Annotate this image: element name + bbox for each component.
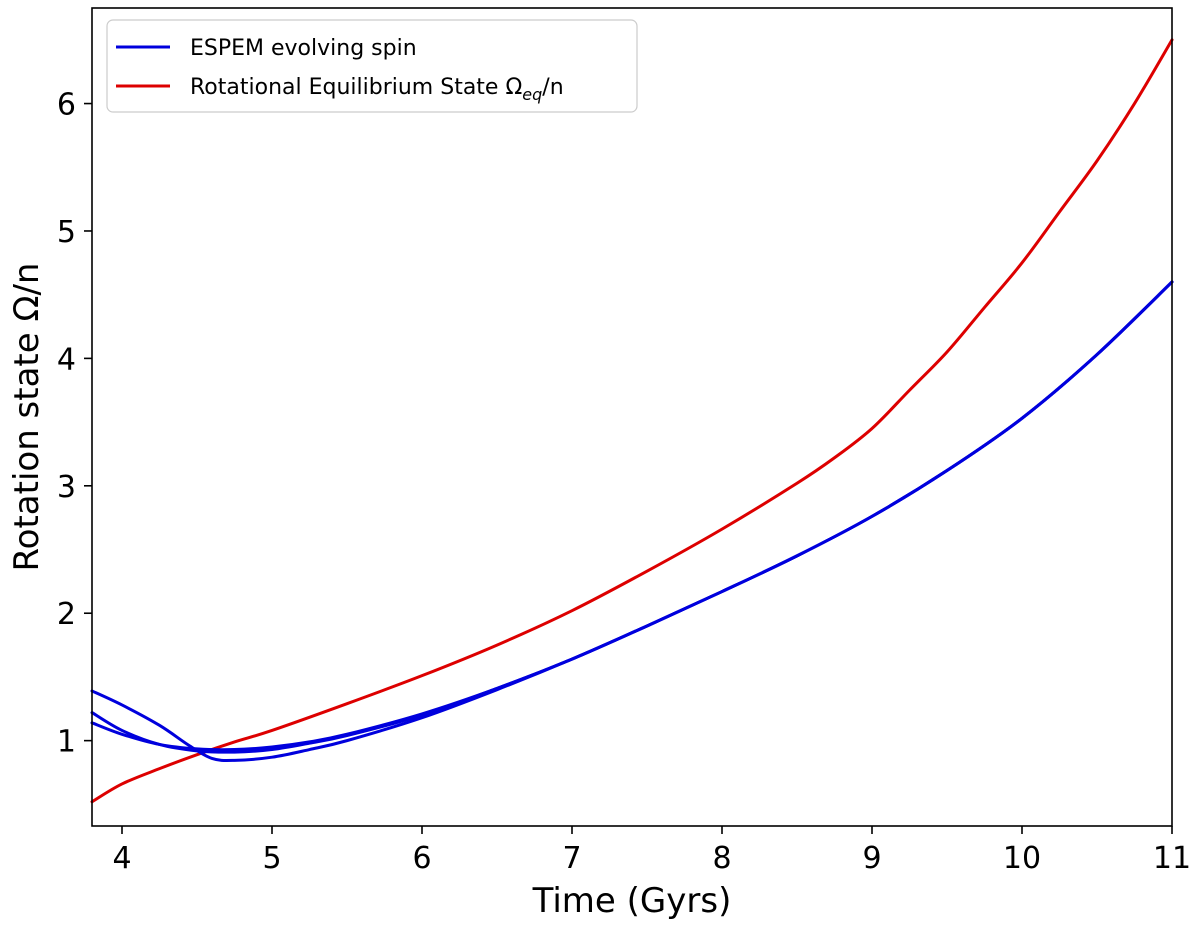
x-tick-label-11: 11 (1153, 841, 1191, 876)
x-axis-label: Time (Gyrs) (532, 881, 732, 921)
x-tick-label-10: 10 (1003, 841, 1041, 876)
series-layer (90, 38, 1174, 804)
plot-area (92, 8, 1172, 826)
legend-label-equilibrium-main: Rotational Equilibrium State Ω (190, 75, 522, 100)
legend-label-equilibrium: Rotational Equilibrium State Ωeq/n (190, 75, 564, 104)
y-tick-label-5: 5 (57, 215, 76, 250)
y-tick-label-3: 3 (57, 470, 76, 505)
x-tick-label-8: 8 (712, 841, 731, 876)
y-tick-label-2: 2 (57, 597, 76, 632)
x-tick-label-7: 7 (562, 841, 581, 876)
y-tick-label-4: 4 (57, 342, 76, 377)
y-tick-label-6: 6 (57, 88, 76, 123)
y-tick-label-1: 1 (57, 725, 76, 760)
series-line-0 (90, 38, 1174, 804)
plot-frame (91, 7, 1173, 827)
legend-label-equilibrium-suffix: /n (542, 75, 563, 100)
x-axis: 4 5 6 7 8 9 10 11 (112, 826, 1191, 876)
legend: ESPEM evolving spin Rotational Equilibri… (106, 19, 638, 113)
x-tick-label-4: 4 (112, 841, 131, 876)
x-tick-label-5: 5 (262, 841, 281, 876)
y-axis: 1 2 3 4 5 6 (57, 88, 92, 760)
legend-label-espem: ESPEM evolving spin (190, 36, 417, 61)
x-tick-label-9: 9 (862, 841, 881, 876)
y-axis-label: Rotation state Ω/n (7, 263, 47, 572)
legend-label-equilibrium-sub: eq (522, 85, 542, 104)
legend-box (106, 19, 638, 113)
series-line-3 (90, 280, 1174, 752)
x-tick-label-6: 6 (412, 841, 431, 876)
